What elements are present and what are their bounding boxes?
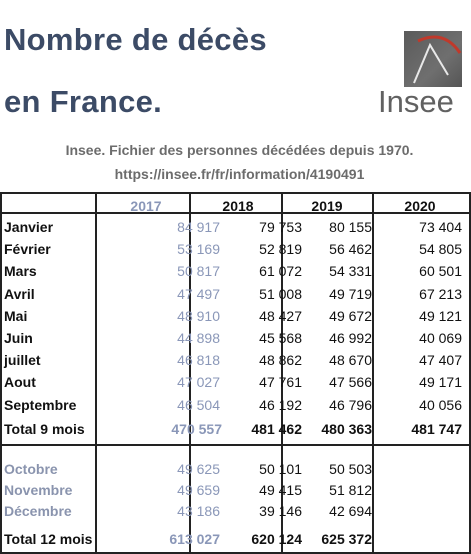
table-cell-2018: 45 568 bbox=[259, 330, 302, 346]
total9-label: Total 9 mois bbox=[4, 421, 85, 437]
row-label: Aout bbox=[4, 374, 36, 390]
table-cell-2018: 46 192 bbox=[259, 397, 302, 413]
header-divider bbox=[0, 212, 471, 214]
table-cell-2020: 40 056 bbox=[419, 397, 462, 413]
table-cell-2018: 52 819 bbox=[259, 241, 302, 257]
total12-2018: 620 124 bbox=[251, 531, 302, 547]
table-cell-2017: 53 169 bbox=[177, 241, 220, 257]
page-title-line1: Nombre de décès bbox=[4, 22, 267, 57]
table-cell-2020: 60 501 bbox=[419, 263, 462, 279]
col-border bbox=[281, 192, 283, 554]
page-title-line2: en France. bbox=[4, 84, 163, 119]
row-label: juillet bbox=[4, 352, 41, 368]
table-cell-2017: 47 497 bbox=[177, 286, 220, 302]
row-label: Octobre bbox=[4, 461, 58, 477]
source-caption: Insee. Fichier des personnes décédées de… bbox=[65, 142, 414, 158]
table-cell-2020: 49 121 bbox=[419, 308, 462, 324]
table-cell-2017: 46 818 bbox=[177, 352, 220, 368]
row-label: Septembre bbox=[4, 397, 77, 413]
insee-logo-icon bbox=[404, 31, 462, 87]
table-cell-2017: 48 910 bbox=[177, 308, 220, 324]
total12-label: Total 12 mois bbox=[4, 531, 93, 547]
table-cell-2019: 51 812 bbox=[329, 482, 372, 498]
total9-divider bbox=[0, 444, 471, 446]
table-cell-2019: 50 503 bbox=[329, 461, 372, 477]
total12-2017: 613 027 bbox=[169, 531, 220, 547]
table-cell-2019: 80 155 bbox=[329, 219, 372, 235]
table-top-border bbox=[0, 192, 471, 194]
header-2017: 2017 bbox=[130, 198, 162, 214]
table-cell-2019: 56 462 bbox=[329, 241, 372, 257]
row-label: Décembre bbox=[4, 503, 72, 519]
table-cell-2018: 39 146 bbox=[259, 503, 302, 519]
table-cell-2018: 49 415 bbox=[259, 482, 302, 498]
table-cell-2017: 84 917 bbox=[177, 219, 220, 235]
table-cell-2018: 79 753 bbox=[259, 219, 302, 235]
table-cell-2019: 48 670 bbox=[329, 352, 372, 368]
total12-2019: 625 372 bbox=[321, 531, 372, 547]
table-cell-2017: 47 027 bbox=[177, 374, 220, 390]
table-cell-2017: 50 817 bbox=[177, 263, 220, 279]
table-cell-2018: 47 761 bbox=[259, 374, 302, 390]
table-cell-2019: 46 992 bbox=[329, 330, 372, 346]
table-cell-2018: 48 427 bbox=[259, 308, 302, 324]
source-url: https://insee.fr/fr/information/4190491 bbox=[114, 166, 365, 182]
table-cell-2020: 73 404 bbox=[419, 219, 462, 235]
row-label: Février bbox=[4, 241, 51, 257]
table-cell-2017: 44 898 bbox=[177, 330, 220, 346]
table-cell-2019: 46 796 bbox=[329, 397, 372, 413]
col-border bbox=[0, 192, 2, 554]
total9-2020: 481 747 bbox=[411, 421, 462, 437]
col-border bbox=[95, 192, 97, 554]
col-border bbox=[189, 192, 191, 554]
table-cell-2018: 51 008 bbox=[259, 286, 302, 302]
col-border bbox=[372, 192, 374, 554]
deaths-table: 2017 2018 2019 2020 Janvier 84 917 79 753 8… bbox=[0, 192, 471, 554]
row-label: Novembre bbox=[4, 482, 73, 498]
header-2018: 2018 bbox=[222, 198, 254, 214]
row-label: Janvier bbox=[4, 219, 54, 235]
table-cell-2018: 48 862 bbox=[259, 352, 302, 368]
table-cell-2020: 49 171 bbox=[419, 374, 462, 390]
table-cell-2019: 54 331 bbox=[329, 263, 372, 279]
table-cell-2019: 49 719 bbox=[329, 286, 372, 302]
table-cell-2017: 49 625 bbox=[177, 461, 220, 477]
table-cell-2020: 47 407 bbox=[419, 352, 462, 368]
table-cell-2020: 40 069 bbox=[419, 330, 462, 346]
table-cell-2019: 42 694 bbox=[329, 503, 372, 519]
table-cell-2018: 61 072 bbox=[259, 263, 302, 279]
total9-2018: 481 462 bbox=[251, 421, 302, 437]
table-cell-2017: 49 659 bbox=[177, 482, 220, 498]
table-bottom-border bbox=[0, 552, 471, 554]
table-cell-2019: 49 672 bbox=[329, 308, 372, 324]
row-label: Mai bbox=[4, 308, 28, 324]
total9-2017: 470 557 bbox=[171, 421, 222, 437]
total9-2019: 480 363 bbox=[321, 421, 372, 437]
table-cell-2017: 43 186 bbox=[177, 503, 220, 519]
insee-logo-text: Insee bbox=[378, 84, 454, 119]
table-cell-2018: 50 101 bbox=[259, 461, 302, 477]
col-border bbox=[469, 192, 471, 554]
table-cell-2019: 47 566 bbox=[329, 374, 372, 390]
row-label: Avril bbox=[4, 286, 35, 302]
table-cell-2020: 67 213 bbox=[419, 286, 462, 302]
header-2020: 2020 bbox=[404, 198, 436, 214]
table-cell-2020: 54 805 bbox=[419, 241, 462, 257]
header-2019: 2019 bbox=[311, 198, 343, 214]
row-label: Mars bbox=[4, 263, 37, 279]
row-label: Juin bbox=[4, 330, 33, 346]
table-cell-2017: 46 504 bbox=[177, 397, 220, 413]
